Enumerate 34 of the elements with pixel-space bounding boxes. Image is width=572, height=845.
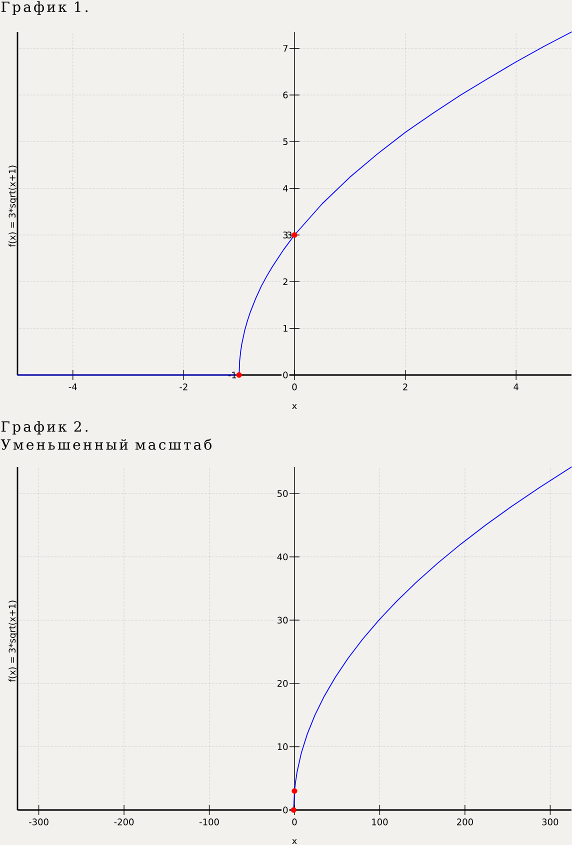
x-tick-label: 4 xyxy=(514,384,518,390)
y-tick-label: 1 xyxy=(284,325,288,332)
x-tick-label: 0 xyxy=(292,818,297,826)
y-axis-title: f(x) = 3*sqrt(x+1) xyxy=(8,166,18,247)
y-axis-title: f(x) = 3*sqrt(x+1) xyxy=(8,600,18,682)
y-tick-label: 7 xyxy=(283,45,288,52)
y-tick-label: 3 xyxy=(283,232,288,238)
x-tick-label: -2 xyxy=(180,384,188,390)
chart-title: График 2. xyxy=(1,420,88,435)
x-tick-label: -300 xyxy=(29,818,48,826)
annotation: -1 xyxy=(228,372,236,378)
x-tick-label: 0 xyxy=(292,384,297,390)
x-axis-title: x xyxy=(292,404,297,410)
x-tick-label: -100 xyxy=(199,818,219,826)
y-tick-label: 5 xyxy=(283,138,288,146)
x-axis-title: x xyxy=(292,839,297,844)
y-tick-label: 0 xyxy=(283,372,288,378)
x-tick-label: -4 xyxy=(68,384,77,390)
chart-subtitle: Уменьшенный масштаб xyxy=(0,438,212,450)
x-tick-label: 300 xyxy=(542,818,558,826)
x-tick-label: -200 xyxy=(114,818,134,826)
y-tick-label: 30 xyxy=(278,616,288,624)
y-tick-label: 10 xyxy=(278,743,288,750)
y-tick-label: 50 xyxy=(278,490,288,497)
y-tick-label: 40 xyxy=(277,553,288,560)
chart-title: График 1. xyxy=(1,1,88,15)
y-tick-label: 6 xyxy=(283,92,288,98)
y-tick-label: 4 xyxy=(283,185,288,192)
y-tick-label: 20 xyxy=(278,680,288,687)
x-tick-label: 2 xyxy=(403,384,408,390)
x-tick-label: 200 xyxy=(457,818,473,826)
y-tick-label: 2 xyxy=(283,278,288,286)
y-tick-label: 0 xyxy=(283,806,288,814)
x-tick-label: 100 xyxy=(372,818,388,826)
